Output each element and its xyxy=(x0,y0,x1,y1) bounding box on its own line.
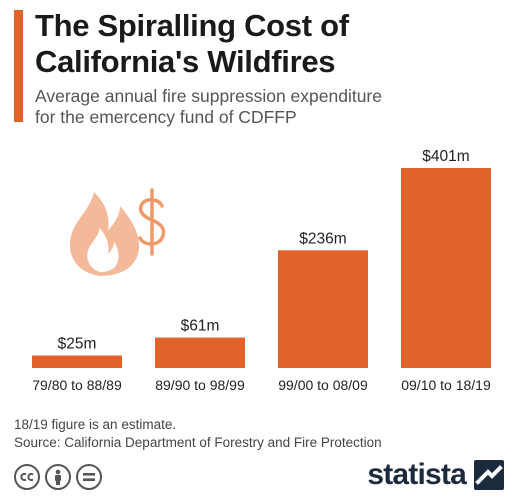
statista-brand[interactable]: statista xyxy=(367,458,504,492)
subtitle-line-2: for the emercency fund of CDFFP xyxy=(35,107,297,127)
bar-chart: $25m $61m $236m $401m 79/80 to 88/89 89/90 t… xyxy=(32,148,491,393)
by-icon[interactable] xyxy=(45,464,71,490)
equals-glyph xyxy=(83,473,95,481)
license-icons xyxy=(14,464,102,490)
category-label-3: 99/00 to 08/09 xyxy=(278,377,368,393)
statista-wordmark: statista xyxy=(367,458,466,491)
footnote: 18/19 figure is an estimate. xyxy=(14,417,177,432)
flame-shape xyxy=(69,192,140,276)
flame-inner xyxy=(87,228,119,272)
subtitle-line-1: Average annual fire suppression expendit… xyxy=(35,86,382,106)
dollar-sign xyxy=(138,188,166,256)
bar-3 xyxy=(278,250,368,368)
value-label-3: $236m xyxy=(299,230,346,247)
accent-bar xyxy=(14,10,23,122)
title-line-1: The Spiralling Cost of xyxy=(35,8,349,43)
value-label-4: $401m xyxy=(422,148,469,165)
bars-group xyxy=(32,168,491,368)
value-label-1: $25m xyxy=(58,336,97,353)
fire-dollar-icon xyxy=(69,188,166,276)
title-line-2: California's Wildfires xyxy=(35,44,336,79)
bar-2 xyxy=(155,337,245,368)
category-label-1: 79/80 to 88/89 xyxy=(32,377,122,393)
nd-icon[interactable] xyxy=(76,464,102,490)
bar-4 xyxy=(401,168,491,368)
person-glyph xyxy=(55,469,61,485)
category-labels-group: 79/80 to 88/89 89/90 to 98/99 99/00 to 08/… xyxy=(32,377,491,393)
bar-1 xyxy=(32,355,122,368)
chart-title: The Spiralling Cost of California's Wild… xyxy=(35,8,505,80)
value-label-2: $61m xyxy=(181,318,220,335)
category-label-2: 89/90 to 98/99 xyxy=(155,377,245,393)
statista-logo-icon xyxy=(474,460,504,490)
source-text: Source: California Department of Forestr… xyxy=(14,435,382,450)
cc-icon[interactable] xyxy=(14,464,40,490)
category-label-4: 09/10 to 18/19 xyxy=(401,377,491,393)
value-labels-group: $25m $61m $236m $401m xyxy=(58,148,470,353)
chart-subtitle: Average annual fire suppression expendit… xyxy=(35,86,505,128)
cc-glyph xyxy=(20,473,34,481)
